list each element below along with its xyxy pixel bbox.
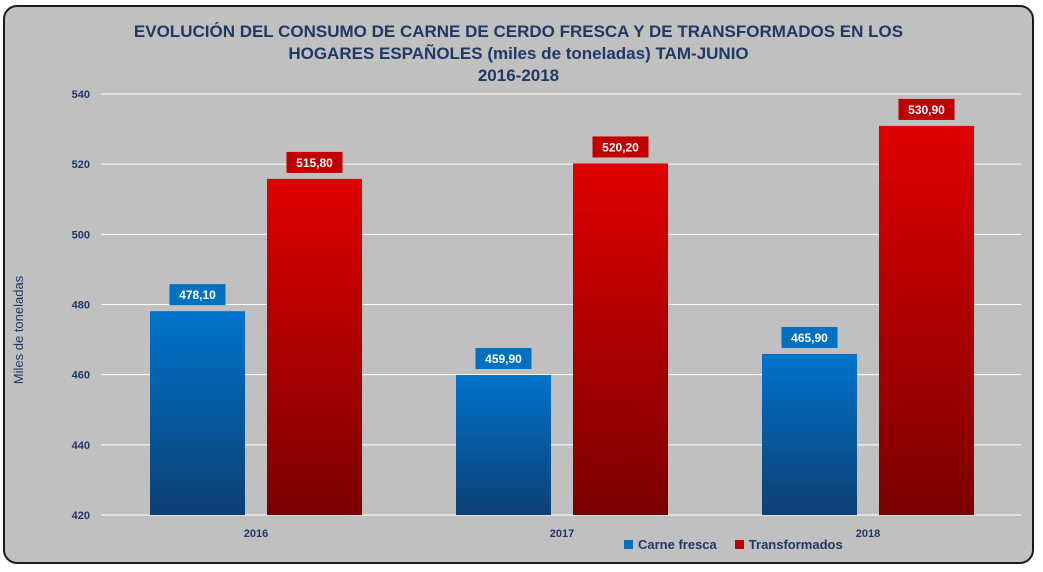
bar-transformados-2017 (573, 163, 668, 515)
y-tick-label: 480 (72, 300, 90, 312)
legend-label-carne-fresca: Carne fresca (638, 537, 717, 552)
data-label: 515,80 (296, 156, 333, 170)
y-tick-label: 520 (72, 159, 90, 171)
y-tick-label: 500 (72, 229, 90, 241)
chart-title-line-2: HOGARES ESPAÑOLES (miles de toneladas) T… (288, 44, 749, 63)
data-label-box (286, 151, 343, 173)
data-label-box (475, 348, 532, 370)
data-label-box (592, 136, 649, 158)
y-tick-label: 460 (72, 370, 90, 382)
legend: Carne fresca Transformados (624, 537, 843, 552)
data-label: 465,90 (791, 331, 828, 345)
bar-transformados-2018 (879, 125, 974, 515)
legend-swatch-carne-fresca (624, 540, 633, 549)
chart-title-line-1: EVOLUCIÓN DEL CONSUMO DE CARNE DE CERDO … (133, 22, 904, 41)
data-label: 459,90 (485, 352, 522, 366)
y-axis-label: Miles de toneladas (11, 275, 26, 385)
data-label-box (169, 284, 226, 306)
data-label-box (781, 326, 838, 348)
bar-transformados-2016 (267, 178, 362, 515)
chart-title-line-3: 2016-2018 (477, 66, 560, 85)
y-tick-label: 440 (72, 440, 90, 452)
x-tick-label-2017: 2017 (550, 528, 574, 540)
data-label-box (898, 98, 955, 120)
data-label: 520,20 (602, 140, 639, 154)
y-tick-label: 420 (72, 510, 90, 522)
bar-carne-fresca-2017 (456, 375, 551, 515)
data-labels: 478,10 515,80 459,90 520,20 465,90 530,90 (169, 98, 955, 370)
bars (150, 125, 974, 515)
legend-label-transformados: Transformados (748, 537, 843, 552)
legend-item-transformados: Transformados (734, 537, 843, 552)
y-tick-label: 540 (72, 89, 90, 101)
data-label: 530,90 (908, 103, 945, 117)
data-label: 478,10 (179, 288, 216, 302)
y-axis-ticks: 420 440 460 480 500 520 540 (72, 89, 90, 522)
x-axis-ticks: 2016 2017 2018 (244, 528, 880, 540)
x-tick-label-2016: 2016 (244, 528, 268, 540)
legend-swatch-transformados (734, 540, 744, 549)
legend-item-carne-fresca: Carne fresca (624, 537, 717, 552)
chart-title: EVOLUCIÓN DEL CONSUMO DE CARNE DE CERDO … (5, 21, 1032, 87)
x-tick-label-2018: 2018 (856, 528, 880, 540)
bar-carne-fresca-2018 (762, 353, 857, 515)
grid-lines (101, 93, 1021, 516)
bar-carne-fresca-2016 (150, 311, 245, 515)
